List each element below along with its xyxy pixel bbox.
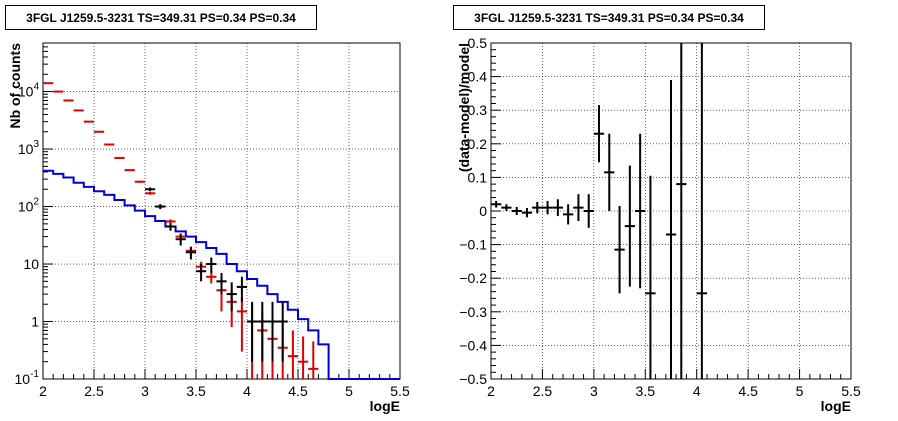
y-tick-label: 10 [23, 256, 39, 272]
y-tick-label: 0.3 [468, 102, 488, 118]
y-axis-label: (data-model)/model [456, 43, 472, 172]
plot-frame [42, 42, 401, 380]
x-tick-label: 5 [796, 383, 804, 399]
x-tick-label: 2.5 [533, 383, 553, 399]
x-tick-label: 3 [141, 383, 149, 399]
y-tick-label: 10-1 [15, 369, 40, 387]
y-tick-label: 102 [18, 197, 40, 215]
x-tick-label: 5 [345, 383, 353, 399]
y-tick-label: 0.5 [468, 35, 488, 51]
y-tick-label: 0.2 [468, 136, 488, 152]
y-tick-label: 1 [31, 314, 39, 330]
left-plot: 2 2.5 3 3.5 4 4.5 5 5.5 10-1 1 10 102 103 104 logE Nb o… [7, 42, 410, 414]
y-tick-label: −0.5 [459, 371, 487, 387]
y-tick-label: 103 [18, 139, 40, 157]
x-tick-label: 3.5 [186, 383, 206, 399]
x-tick-label: 5.5 [390, 383, 410, 399]
x-tick-label: 4.5 [288, 383, 308, 399]
y-tick-label: 0.1 [468, 169, 488, 185]
x-tick-label: 3 [590, 383, 598, 399]
y-tick-label: 0.4 [468, 69, 488, 85]
x-axis-label: logE [370, 398, 400, 414]
y-tick-label: −0.2 [459, 270, 487, 286]
x-tick-label: 5.5 [841, 383, 861, 399]
y-tick-label: −0.4 [459, 337, 487, 353]
y-axis-label: Nb of counts [7, 43, 23, 129]
x-tick-label: 2 [39, 383, 47, 399]
y-tick-label: −0.3 [459, 304, 487, 320]
x-axis-label: logE [821, 398, 851, 414]
x-tick-label: 4 [243, 383, 251, 399]
model-histogram-line [43, 169, 400, 380]
right-chart-title: 3FGL J1259.5-3231 TS=349.31 PS=0.34 PS=0… [453, 5, 765, 30]
x-tick-label: 4.5 [738, 383, 758, 399]
right-plot: 2 2.5 3 3.5 4 4.5 5 5.5 −0.5 −0.4 −0.3 −0.2 −0.1 0 0.1… [456, 35, 861, 414]
y-tick-label: −0.1 [459, 237, 487, 253]
x-tick-label: 4 [693, 383, 701, 399]
y-tick-label: 104 [18, 82, 40, 100]
x-tick-label: 2.5 [84, 383, 104, 399]
y-tick-label: 0 [479, 203, 487, 219]
left-chart-title: 3FGL J1259.5-3231 TS=349.31 PS=0.34 PS=0… [5, 5, 317, 30]
x-tick-label: 3.5 [636, 383, 656, 399]
x-tick-label: 2 [487, 383, 495, 399]
